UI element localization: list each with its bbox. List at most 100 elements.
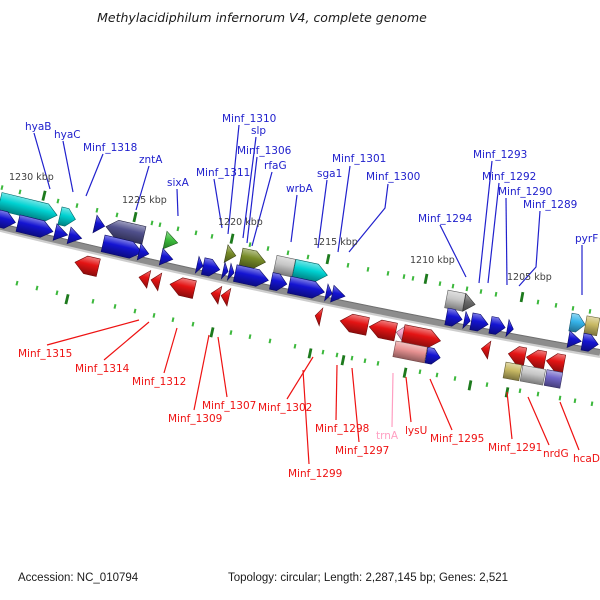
feature-tick xyxy=(268,338,272,344)
feature-tick xyxy=(451,283,455,289)
feature-tick xyxy=(465,286,469,292)
gene-label-Minf_1291: Minf_1291 xyxy=(488,442,542,454)
label-connector-lysU xyxy=(405,376,412,423)
ruler-tick-large xyxy=(132,211,138,223)
label-connector-Minf_1300 xyxy=(348,183,389,253)
gene-arrow-hyaB xyxy=(0,192,58,222)
genome-stats-text: Topology: circular; Length: 2,287,145 bp… xyxy=(228,572,509,584)
feature-tick xyxy=(588,309,592,314)
gene-arrow xyxy=(210,285,223,305)
label-connector-Minf_1294 xyxy=(439,224,467,278)
ruler-label: 1210 kbp xyxy=(410,255,455,266)
feature-tick xyxy=(386,270,390,276)
gene-arrow-hyaC xyxy=(57,206,76,227)
label-connector-zntA xyxy=(135,165,150,211)
ruler-tick-large xyxy=(325,253,331,265)
label-connector-Minf_1318 xyxy=(85,153,104,197)
gene-label-Minf_1294: Minf_1294 xyxy=(418,213,473,225)
ruler-label: 1205 kbp xyxy=(507,272,552,283)
gene-label-trnA: trnA xyxy=(376,430,399,442)
gene-arrow xyxy=(0,209,16,229)
gene-arrow xyxy=(444,307,463,327)
feature-tick xyxy=(15,280,19,286)
ruler-tick-large xyxy=(402,367,408,378)
gene-arrow xyxy=(169,277,197,299)
label-connector-Minf_1299 xyxy=(302,369,310,465)
gene-arrow xyxy=(543,369,564,389)
ruler-tick-large xyxy=(467,380,473,391)
feature-tick xyxy=(158,222,162,228)
gene-label-Minf_1290: Minf_1290 xyxy=(498,186,552,198)
gene-label-sga1: sga1 xyxy=(317,168,342,180)
feature-tick xyxy=(453,376,457,381)
gene-label-Minf_1306: Minf_1306 xyxy=(237,145,292,157)
label-connector-hyaC xyxy=(62,140,74,193)
label-connector-Minf_1297 xyxy=(351,367,360,443)
gene-arrow xyxy=(220,261,229,280)
ruler-tick-large xyxy=(519,291,525,303)
gene-label-rfaG: rfaG xyxy=(264,160,287,172)
gene-arrow xyxy=(136,242,150,261)
gene-arrow xyxy=(200,257,221,277)
label-connector-rfaG xyxy=(251,171,273,247)
gene-arrow xyxy=(339,313,370,336)
gene-arrow xyxy=(330,284,346,303)
label-connector-Minf_1295 xyxy=(429,378,453,431)
gene-arrow xyxy=(368,319,398,342)
gene-label-Minf_1298: Minf_1298 xyxy=(315,423,369,435)
gene-arrow-wrbA xyxy=(291,259,328,283)
gene-arrow xyxy=(488,316,506,335)
ruler-tick-large xyxy=(229,233,235,244)
ruler-tick-large xyxy=(64,293,70,305)
feature-tick xyxy=(286,250,290,256)
gene-arrow xyxy=(424,346,441,365)
ruler-tick-large xyxy=(307,348,313,359)
gene-label-Minf_1301: Minf_1301 xyxy=(332,153,386,165)
label-connector-wrbA xyxy=(290,194,298,243)
feature-tick xyxy=(363,358,367,364)
label-connector-Minf_1293 xyxy=(478,160,493,284)
feature-tick xyxy=(435,372,439,378)
gene-label-Minf_1289: Minf_1289 xyxy=(523,199,577,211)
label-connector-Minf_1290 xyxy=(505,197,508,286)
gene-label-pyrF: pyrF xyxy=(575,233,598,245)
feature-tick xyxy=(411,275,415,281)
gene-arrow xyxy=(401,324,441,348)
gene-label-hyaC: hyaC xyxy=(54,129,81,141)
gene-arrow xyxy=(314,307,324,327)
feature-tick xyxy=(55,290,59,296)
label-connector-nrdG xyxy=(527,396,550,446)
feature-tick xyxy=(18,189,22,195)
gene-label-Minf_1295: Minf_1295 xyxy=(430,433,484,445)
gene-arrow xyxy=(519,364,546,386)
gene-arrow xyxy=(462,310,471,330)
feature-tick xyxy=(558,395,562,401)
feature-tick xyxy=(479,289,483,294)
ruler-label: 1225 kbp xyxy=(122,195,167,206)
label-connector-Minf_1311 xyxy=(213,178,223,229)
feature-tick xyxy=(321,349,325,355)
feature-tick xyxy=(113,304,117,309)
gene-arrow xyxy=(469,312,489,332)
feature-tick xyxy=(376,360,380,366)
feature-tick xyxy=(176,226,180,232)
feature-tick xyxy=(350,355,354,361)
ruler-tick-large xyxy=(423,273,429,285)
label-connector-Minf_1301 xyxy=(337,165,351,253)
label-connector-slp xyxy=(242,136,257,239)
gene-arrow xyxy=(223,244,237,264)
gene-label-hcaD: hcaD xyxy=(573,453,600,465)
gene-arrow xyxy=(158,247,174,266)
feature-tick xyxy=(366,266,370,272)
label-connector-hyaB xyxy=(33,132,51,190)
gene-arrow xyxy=(220,287,232,307)
label-connector-Minf_1312 xyxy=(163,327,178,374)
label-connector-Minf_1289 xyxy=(518,210,541,287)
ruler-tick-large xyxy=(209,327,215,338)
gene-label-Minf_1312: Minf_1312 xyxy=(132,376,186,388)
feature-tick xyxy=(152,312,156,318)
gene-label-Minf_1314: Minf_1314 xyxy=(75,363,130,375)
label-connector-Minf_1302 xyxy=(286,356,314,400)
gene-arrow-lysU xyxy=(392,340,428,364)
